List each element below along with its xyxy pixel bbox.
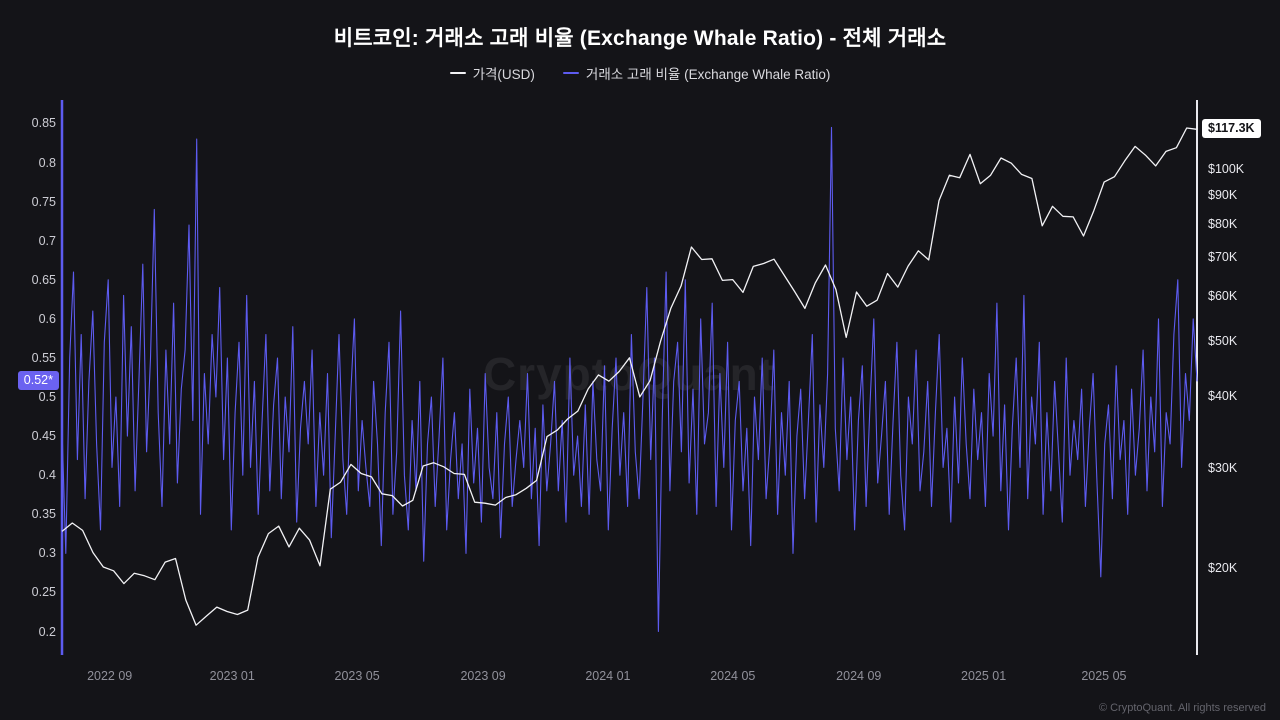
- left-axis-tick: 0.75: [31, 194, 56, 209]
- legend-label-whale-ratio: 거래소 고래 비율 (Exchange Whale Ratio): [585, 67, 831, 82]
- left-axis-tick: 0.85: [31, 116, 56, 131]
- right-axis-tick: $70K: [1208, 250, 1238, 265]
- left-axis-tick: 0.45: [31, 429, 56, 444]
- x-axis-tick: 2025 01: [961, 669, 1007, 683]
- page-title: 비트코인: 거래소 고래 비율 (Exchange Whale Ratio) -…: [333, 27, 947, 50]
- watermark: CryptoQuant: [482, 348, 776, 400]
- x-axis-tick: 2023 05: [334, 669, 380, 683]
- left-axis-tick: 0.5: [38, 390, 56, 405]
- left-axis-tick: 0.55: [31, 350, 56, 365]
- ratio-line-swatch-icon: [562, 72, 579, 74]
- x-axis-tick: 2025 05: [1081, 669, 1127, 683]
- x-axis-tick: 2024 09: [836, 669, 882, 683]
- price-line: [61, 127, 1198, 626]
- copyright: © CryptoQuant. All rights reserved: [1098, 702, 1266, 714]
- left-axis-tick: 0.3: [38, 546, 56, 561]
- right-axis-tick: $90K: [1208, 188, 1238, 203]
- x-axis-tick: 2023 01: [209, 669, 255, 683]
- x-axis-tick: 2024 01: [585, 669, 631, 683]
- legend-label-price: 가격(USD): [472, 67, 535, 82]
- legend-item-whale-ratio[interactable]: 거래소 고래 비율 (Exchange Whale Ratio): [562, 63, 831, 83]
- x-axis-tick: 2024 05: [710, 669, 756, 683]
- left-axis-tick: 0.7: [38, 233, 56, 248]
- left-axis-tick: 0.4: [38, 468, 56, 483]
- legend-item-price[interactable]: 가격(USD): [449, 63, 535, 83]
- price-current-badge: $117.3K: [1202, 119, 1261, 139]
- x-axis-tick: 2022 09: [87, 669, 133, 683]
- right-axis-tick: $50K: [1208, 333, 1238, 348]
- right-axis-tick: $40K: [1208, 389, 1238, 404]
- left-axis-tick: 0.35: [31, 507, 56, 522]
- right-axis-tick: $100K: [1208, 161, 1245, 176]
- left-axis-tick: 0.8: [38, 155, 56, 170]
- price-line-swatch-icon: [449, 72, 466, 74]
- right-axis-tick: $30K: [1208, 460, 1238, 475]
- left-axis-tick: 0.65: [31, 272, 56, 287]
- left-axis-tick: 0.25: [31, 585, 56, 600]
- right-axis-tick: $20K: [1208, 561, 1238, 576]
- left-axis-tick: 0.2: [38, 624, 56, 639]
- legend: 가격(USD) 거래소 고래 비율 (Exchange Whale Ratio): [0, 63, 1280, 83]
- left-axis-tick: 0.6: [38, 311, 56, 326]
- right-axis-tick: $80K: [1208, 217, 1238, 232]
- right-axis-tick: $60K: [1208, 288, 1238, 303]
- x-axis-tick: 2023 09: [460, 669, 506, 683]
- ratio-current-badge: 0.52*: [17, 371, 59, 391]
- whale-ratio-line: [61, 126, 1198, 633]
